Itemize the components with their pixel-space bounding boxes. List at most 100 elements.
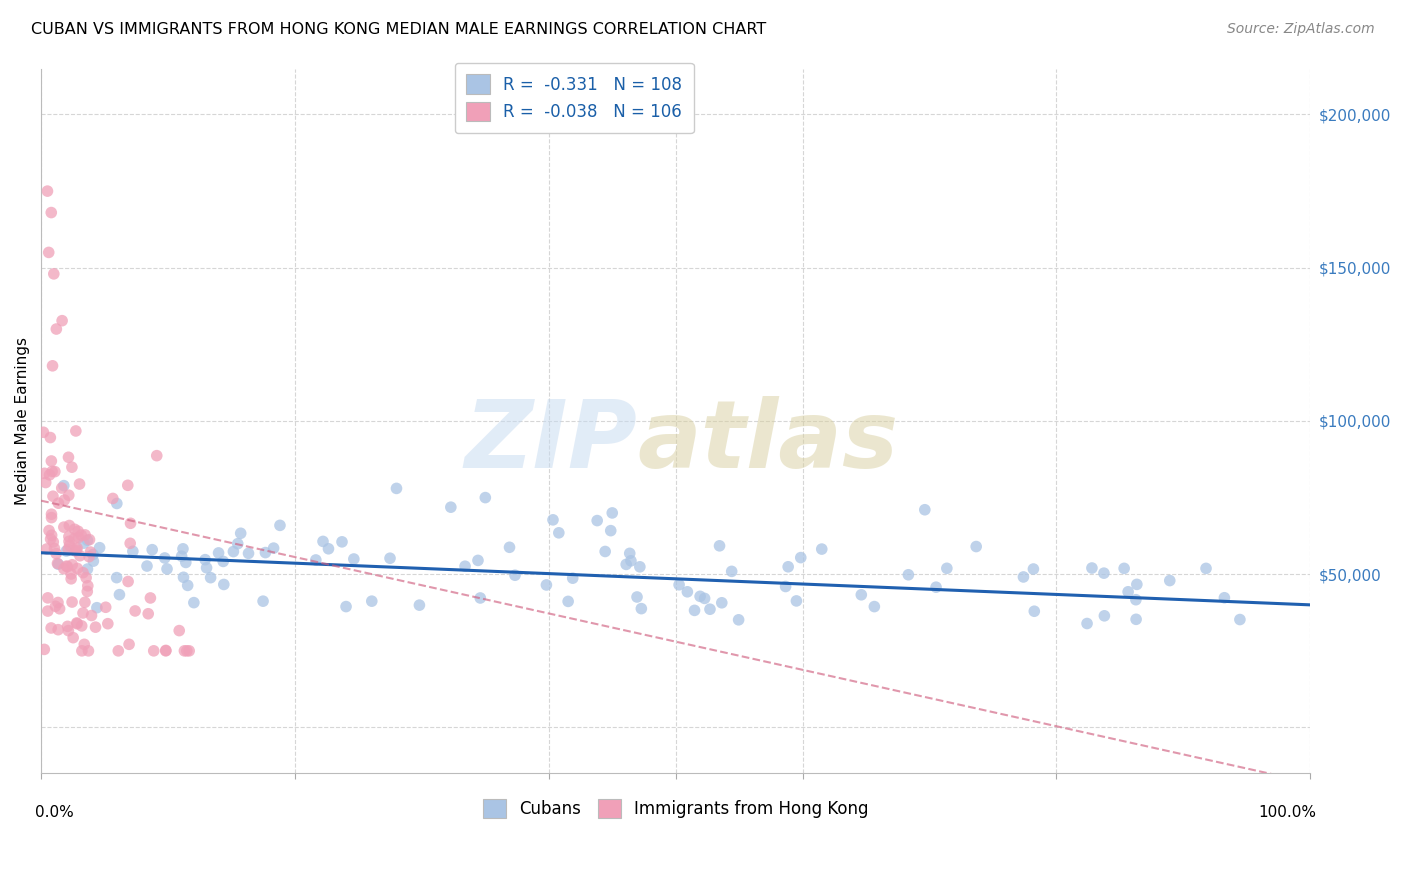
Point xyxy=(709,539,731,553)
Point xyxy=(66,561,89,575)
Point xyxy=(77,549,100,564)
Point xyxy=(360,594,382,608)
Point xyxy=(167,624,190,638)
Point xyxy=(614,558,637,572)
Point xyxy=(108,588,131,602)
Point xyxy=(41,464,63,478)
Point xyxy=(53,493,76,508)
Text: atlas: atlas xyxy=(638,396,898,488)
Point xyxy=(41,528,63,542)
Point xyxy=(63,522,86,536)
Point xyxy=(503,568,526,582)
Point xyxy=(60,567,83,582)
Point xyxy=(142,644,165,658)
Point xyxy=(65,544,87,558)
Point xyxy=(77,644,100,658)
Point xyxy=(710,596,733,610)
Point xyxy=(1159,574,1181,588)
Point xyxy=(155,643,177,657)
Point xyxy=(70,619,93,633)
Text: CUBAN VS IMMIGRANTS FROM HONG KONG MEDIAN MALE EARNINGS CORRELATION CHART: CUBAN VS IMMIGRANTS FROM HONG KONG MEDIA… xyxy=(31,22,766,37)
Point xyxy=(105,571,128,585)
Point xyxy=(254,545,277,559)
Point xyxy=(118,637,141,651)
Point xyxy=(179,644,201,658)
Point xyxy=(65,543,87,558)
Point xyxy=(86,600,108,615)
Y-axis label: Median Male Earnings: Median Male Earnings xyxy=(15,337,30,505)
Point xyxy=(38,524,60,538)
Point xyxy=(173,570,195,584)
Point xyxy=(170,549,193,564)
Point xyxy=(37,184,59,198)
Point xyxy=(84,620,107,634)
Point xyxy=(385,482,408,496)
Point xyxy=(42,535,65,549)
Point xyxy=(56,542,79,557)
Text: 100.0%: 100.0% xyxy=(1258,805,1316,820)
Point xyxy=(69,549,91,563)
Point xyxy=(498,541,520,555)
Point xyxy=(620,554,643,568)
Point xyxy=(935,561,957,575)
Point xyxy=(269,518,291,533)
Point xyxy=(42,267,65,281)
Point xyxy=(1012,570,1035,584)
Point xyxy=(41,359,63,373)
Point xyxy=(34,642,56,657)
Point xyxy=(200,571,222,585)
Text: ZIP: ZIP xyxy=(465,396,638,488)
Point xyxy=(60,558,83,572)
Point xyxy=(1081,561,1104,575)
Point xyxy=(1126,577,1149,591)
Point xyxy=(212,577,235,591)
Point xyxy=(34,467,56,481)
Point xyxy=(897,567,920,582)
Point xyxy=(58,488,80,502)
Point xyxy=(238,546,260,560)
Point xyxy=(1125,592,1147,607)
Point xyxy=(120,516,142,531)
Point xyxy=(75,571,97,585)
Legend: Cubans, Immigrants from Hong Kong: Cubans, Immigrants from Hong Kong xyxy=(475,792,876,825)
Point xyxy=(41,510,63,524)
Point xyxy=(689,590,711,604)
Point xyxy=(207,546,229,560)
Point xyxy=(76,579,98,593)
Point xyxy=(174,556,197,570)
Point xyxy=(720,565,742,579)
Point xyxy=(58,624,80,638)
Point xyxy=(619,546,641,560)
Point xyxy=(226,537,249,551)
Point xyxy=(58,450,80,465)
Point xyxy=(139,591,162,605)
Point xyxy=(45,547,67,561)
Point xyxy=(172,541,194,556)
Point xyxy=(67,531,90,545)
Point xyxy=(39,532,62,546)
Point xyxy=(925,580,948,594)
Point xyxy=(52,478,75,492)
Text: Source: ZipAtlas.com: Source: ZipAtlas.com xyxy=(1227,22,1375,37)
Point xyxy=(121,544,143,558)
Point xyxy=(408,598,430,612)
Point xyxy=(58,538,80,552)
Point xyxy=(79,545,101,559)
Point xyxy=(67,524,90,539)
Point xyxy=(46,595,69,609)
Point xyxy=(44,599,66,614)
Point xyxy=(69,477,91,491)
Point xyxy=(66,616,89,631)
Point xyxy=(75,528,97,542)
Point xyxy=(124,604,146,618)
Point xyxy=(63,532,86,546)
Point xyxy=(195,561,218,575)
Point xyxy=(51,314,73,328)
Point xyxy=(1022,562,1045,576)
Point xyxy=(454,559,477,574)
Point xyxy=(136,607,159,621)
Point xyxy=(153,551,176,566)
Point xyxy=(155,644,177,658)
Point xyxy=(136,559,159,574)
Point xyxy=(60,595,83,609)
